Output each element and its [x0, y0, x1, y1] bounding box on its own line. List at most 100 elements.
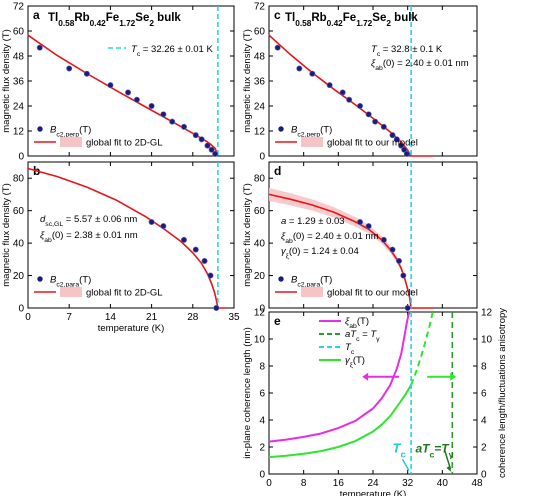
y-tick-label-a: 0 — [18, 152, 24, 163]
data-point-b — [180, 236, 187, 243]
data-point-a — [107, 82, 114, 89]
x-tick-label-b: 28 — [187, 312, 199, 323]
panel-letter-c: c — [274, 8, 281, 22]
y-axis-label-right-e: coherence length/fluctuations anisotropy — [497, 308, 508, 478]
legend-marker-points-b — [37, 276, 43, 282]
y-tick-label-d: 0 — [259, 304, 265, 315]
data-point-c — [389, 132, 396, 139]
data-point-c — [372, 118, 379, 125]
fit-line-a — [27, 34, 219, 157]
y-tick-label-e: 6 — [259, 389, 265, 400]
annotation-d-0: a = 1.29 ± 0.03 — [281, 216, 345, 227]
y-tick-label-c: 12 — [254, 127, 266, 138]
annotation-c-1: ξab(0) = 2.40 ± 0.01 nm — [371, 58, 469, 72]
data-point-c — [393, 136, 400, 143]
y-axis-label-a: magnetic flux density (T) — [1, 29, 12, 132]
data-point-c — [403, 150, 410, 157]
annotation-d-1: ξab(0) = 2.40 ± 0.01 nm — [281, 231, 379, 245]
legend-text-fit-d: global fit to our model — [327, 288, 418, 299]
y-tick-label-a: 72 — [13, 2, 25, 13]
legend-text-e-0: ξab(T) — [345, 316, 369, 330]
arrow-head-right-gamma — [450, 372, 457, 381]
chart-title-c: Tl0.58Rb0.42Fe1.72Se2 bulk — [285, 12, 418, 28]
data-point-b — [148, 219, 155, 226]
x-tick-label-e: 24 — [367, 478, 379, 489]
x-tick-label-b: 14 — [105, 312, 117, 323]
data-point-b — [201, 257, 208, 264]
y-tick-label-right-e: 0 — [481, 470, 487, 481]
x-tick-label-b: 35 — [228, 312, 240, 323]
y-tick-label-e: 4 — [259, 416, 265, 427]
y-tick-label-right-e: 4 — [481, 416, 487, 427]
legend-marker-points-a — [37, 126, 43, 132]
x-tick-label-e: 16 — [333, 478, 345, 489]
x-tick-label-e: 8 — [301, 478, 307, 489]
arrow-tc-e — [401, 458, 410, 471]
data-point-c — [274, 44, 281, 51]
y-tick-label-d: 40 — [254, 239, 266, 250]
data-point-c — [356, 103, 363, 110]
data-point-c — [346, 96, 353, 103]
annotation-b-1: ξab(0) = 2.38 ± 0.01 nm — [40, 230, 138, 244]
gamma-xi-line — [268, 384, 412, 459]
y-tick-label-c: 72 — [254, 2, 266, 13]
data-point-a — [198, 136, 205, 143]
data-point-c — [326, 82, 333, 89]
y-tick-label-a: 24 — [13, 102, 25, 113]
annotation-tc-a: Tc = 32.26 ± 0.01 K — [131, 44, 213, 58]
y-axis-label-d: magnetic flux density (T) — [242, 183, 253, 286]
y-tick-label-c: 24 — [254, 102, 266, 113]
data-point-d — [365, 223, 372, 230]
arrow-head-left-xi — [362, 372, 369, 381]
x-tick-label-e: 32 — [402, 478, 414, 489]
arrow-head-atc-e — [446, 465, 452, 472]
y-tick-label-a: 12 — [13, 127, 25, 138]
y-tick-label-b: 20 — [13, 271, 25, 282]
legend-text-points-c: Bc2,perp(T) — [291, 125, 332, 139]
y-tick-label-c: 48 — [254, 52, 266, 63]
data-point-a — [133, 96, 140, 103]
data-point-a — [160, 111, 167, 118]
arrow-atc-e — [443, 449, 452, 470]
y-tick-label-right-e: 10 — [481, 335, 493, 346]
y-tick-label-a: 60 — [13, 27, 25, 38]
annotation-c-0: Tc = 32.8 ± 0.1 K — [371, 44, 443, 58]
panel-letter-e: e — [274, 314, 281, 328]
y-axis-label-c: magnetic flux density (T) — [242, 29, 253, 132]
x-tick-label-b: 7 — [66, 312, 72, 323]
label-tc-e: Tc — [393, 440, 406, 459]
data-point-a — [36, 44, 43, 51]
annotation-b-0: dsc,GL = 5.57 ± 0.06 nm — [40, 214, 137, 228]
y-tick-label-e: 8 — [259, 362, 265, 373]
legend-band-fit-c — [301, 137, 323, 147]
data-point-b — [192, 246, 199, 253]
y-tick-label-a: 36 — [13, 77, 25, 88]
data-point-d — [356, 219, 363, 226]
legend-text-e-1: aTc = Tγ — [345, 329, 380, 343]
chart-title-a: Tl0.58Rb0.42Fe1.72Se2 bulk — [48, 12, 181, 28]
y-tick-label-e: 12 — [254, 308, 266, 319]
x-tick-label-e: 48 — [471, 478, 483, 489]
legend-band-fit-b — [60, 287, 82, 297]
data-point-c — [398, 142, 405, 149]
data-point-d — [400, 272, 407, 279]
legend-text-fit-b: global fit to 2D-GL — [86, 288, 163, 299]
legend-text-e-3: γξ(T) — [345, 355, 365, 369]
y-tick-label-b: 80 — [13, 174, 25, 185]
legend-text-e-2: Tc — [345, 342, 355, 356]
xi-ab-line — [268, 311, 411, 443]
x-tick-label-b: 21 — [146, 312, 158, 323]
y-tick-label-right-e: 12 — [481, 308, 493, 319]
panel-letter-a: a — [33, 8, 40, 22]
y-axis-label-e: in-plane coherence length (nm) — [242, 327, 253, 459]
gamma-xi-dashed-line — [410, 311, 434, 386]
y-tick-label-b: 40 — [13, 239, 25, 250]
plot-frame-b — [27, 161, 235, 309]
legend-marker-points-d — [278, 276, 284, 282]
y-tick-label-a: 48 — [13, 52, 25, 63]
data-point-c — [380, 123, 387, 130]
y-tick-label-d: 60 — [254, 206, 266, 217]
data-point-d — [389, 246, 396, 253]
fit-confidence-band-d — [269, 188, 434, 308]
